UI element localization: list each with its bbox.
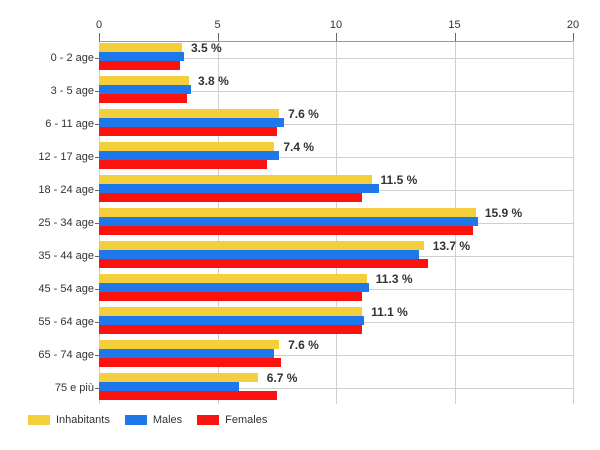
category-label: 6 - 11 age [45,117,94,130]
x-tick-mark [99,33,100,41]
x-tick-label: 0 [95,19,103,31]
bar-females [99,127,277,136]
bar-males [99,118,284,127]
legend: Inhabitants Males Females [28,414,267,426]
x-tick-mark [573,33,574,41]
category-label: 25 - 34 age [38,216,94,229]
x-tick-label: 5 [214,19,221,31]
y-tick-mark [95,255,99,257]
bar-males [99,316,365,325]
category-label: 3 - 5 age [50,84,94,97]
bar-value-label: 6.7 % [266,371,298,385]
y-tick-mark [95,222,99,224]
bar-females [99,160,268,169]
bar-inhabitants [99,208,476,217]
bar-inhabitants [99,76,190,85]
vertical-gridline [573,41,574,404]
horizontal-gridline [99,90,573,92]
category-label: 0 - 2 age [50,51,94,64]
legend-swatch-inhabitants [28,415,50,425]
x-tick-mark [217,33,219,41]
legend-label: Females [225,414,268,426]
y-tick-mark [95,123,99,125]
horizontal-gridline [99,57,573,59]
horizontal-gridline [99,156,573,158]
legend-label: Males [152,414,183,426]
bar-value-label: 7.4 % [283,140,315,154]
category-label: 18 - 24 age [38,183,94,196]
bar-value-label: 11.5 % [380,173,418,187]
legend-swatch-males [124,415,147,425]
bar-females [99,259,429,268]
bar-males [99,382,239,391]
bar-males [99,217,479,226]
category-label: 65 - 74 age [38,348,94,361]
bar-inhabitants [99,109,280,118]
y-tick-mark [95,354,99,356]
y-tick-mark [95,90,99,92]
bar-inhabitants [99,175,372,184]
bar-value-label: 7.6 % [288,107,319,121]
y-tick-mark [95,321,99,323]
x-tick-label: 10 [329,19,343,31]
bar-inhabitants [99,340,280,349]
bar-males [99,151,280,160]
bar-males [99,52,185,61]
legend-swatch-females [197,415,220,425]
bar-inhabitants [99,274,367,283]
bar-value-label: 11.3 % [375,272,413,286]
legend-item-inhabitants: Inhabitants [28,414,110,426]
bar-females [99,94,187,103]
category-label: 35 - 44 age [38,249,94,262]
x-tick-mark [336,33,337,41]
legend-label: Inhabitants [56,414,110,426]
horizontal-gridline [99,387,573,389]
bar-males [99,184,379,193]
y-tick-mark [95,57,99,59]
horizontal-gridline [99,354,573,356]
bar-females [99,292,363,301]
bar-females [99,325,363,334]
bar-value-label: 7.6 % [288,338,319,352]
bar-inhabitants [99,373,258,382]
y-tick-mark [95,288,99,290]
x-tick-label: 15 [448,19,461,31]
bar-females [99,226,474,235]
bar-males [99,85,192,94]
x-axis-line [99,41,573,42]
y-tick-mark [95,387,99,389]
legend-item-males: Males [124,414,183,426]
bar-value-label: 11.1 % [371,305,408,319]
bar-males [99,250,419,259]
bar-inhabitants [99,307,363,316]
bar-females [99,358,282,367]
bar-value-label: 3.5 % [190,41,222,55]
category-label: 55 - 64 age [38,315,94,328]
horizontal-gridline [99,123,573,125]
bar-value-label: 13.7 % [432,239,471,253]
y-tick-mark [95,156,99,158]
x-tick-label: 20 [566,19,580,31]
legend-item-females: Females [197,414,267,426]
bar-females [99,391,277,400]
bar-females [99,193,363,202]
bar-females [99,61,180,70]
bar-males [99,283,370,292]
category-label: 12 - 17 age [38,150,94,163]
category-label: 75 e più [54,381,94,394]
y-tick-mark [95,189,99,191]
bar-value-label: 15.9 % [484,206,523,220]
bar-inhabitants [99,241,424,250]
category-label: 45 - 54 age [38,282,94,295]
x-tick-mark [454,33,456,41]
bar-inhabitants [99,142,275,151]
bar-inhabitants [99,43,182,52]
bar-males [99,349,275,358]
bar-value-label: 3.8 % [198,74,229,88]
